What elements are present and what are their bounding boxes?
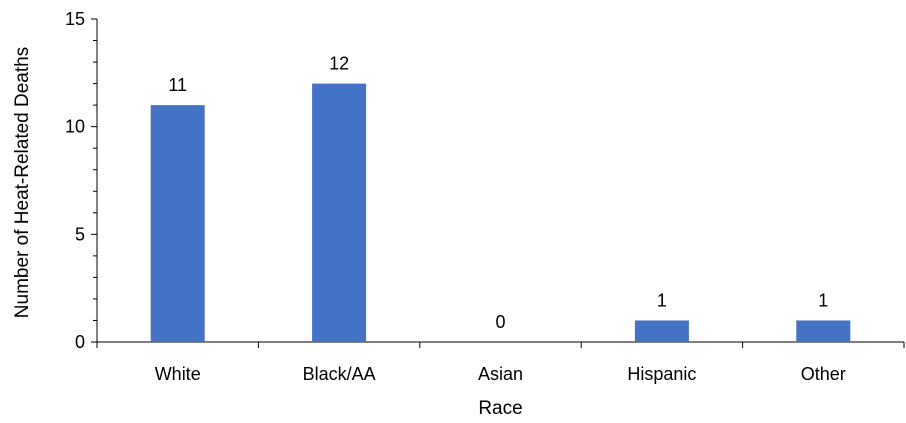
y-tick-label: 15 — [65, 9, 85, 29]
x-tick-label: Other — [801, 364, 846, 384]
data-label: 1 — [657, 290, 667, 310]
bar-black-aa — [312, 83, 367, 342]
y-axis: 0 5 10 15 — [65, 9, 98, 352]
bars — [150, 83, 851, 342]
data-label: 0 — [495, 312, 505, 332]
bar-hispanic — [634, 320, 689, 342]
x-axis-title: Race — [478, 398, 522, 419]
x-tick-label: Hispanic — [627, 364, 696, 384]
data-label: 11 — [168, 75, 187, 95]
x-tick-label: White — [155, 364, 201, 384]
y-tick-label: 5 — [75, 224, 85, 244]
y-tick-label: 0 — [75, 332, 85, 352]
bar-white — [150, 105, 205, 342]
bar-other — [796, 320, 851, 342]
data-label: 12 — [329, 54, 349, 74]
y-tick-label: 10 — [65, 117, 85, 137]
x-axis: White Black/AA Asian Hispanic Other — [96, 341, 905, 384]
data-label: 1 — [818, 290, 828, 310]
x-tick-label: Black/AA — [303, 364, 376, 384]
y-axis-title: Number of Heat-Related Deaths — [12, 47, 33, 318]
x-tick-label: Asian — [478, 364, 523, 384]
